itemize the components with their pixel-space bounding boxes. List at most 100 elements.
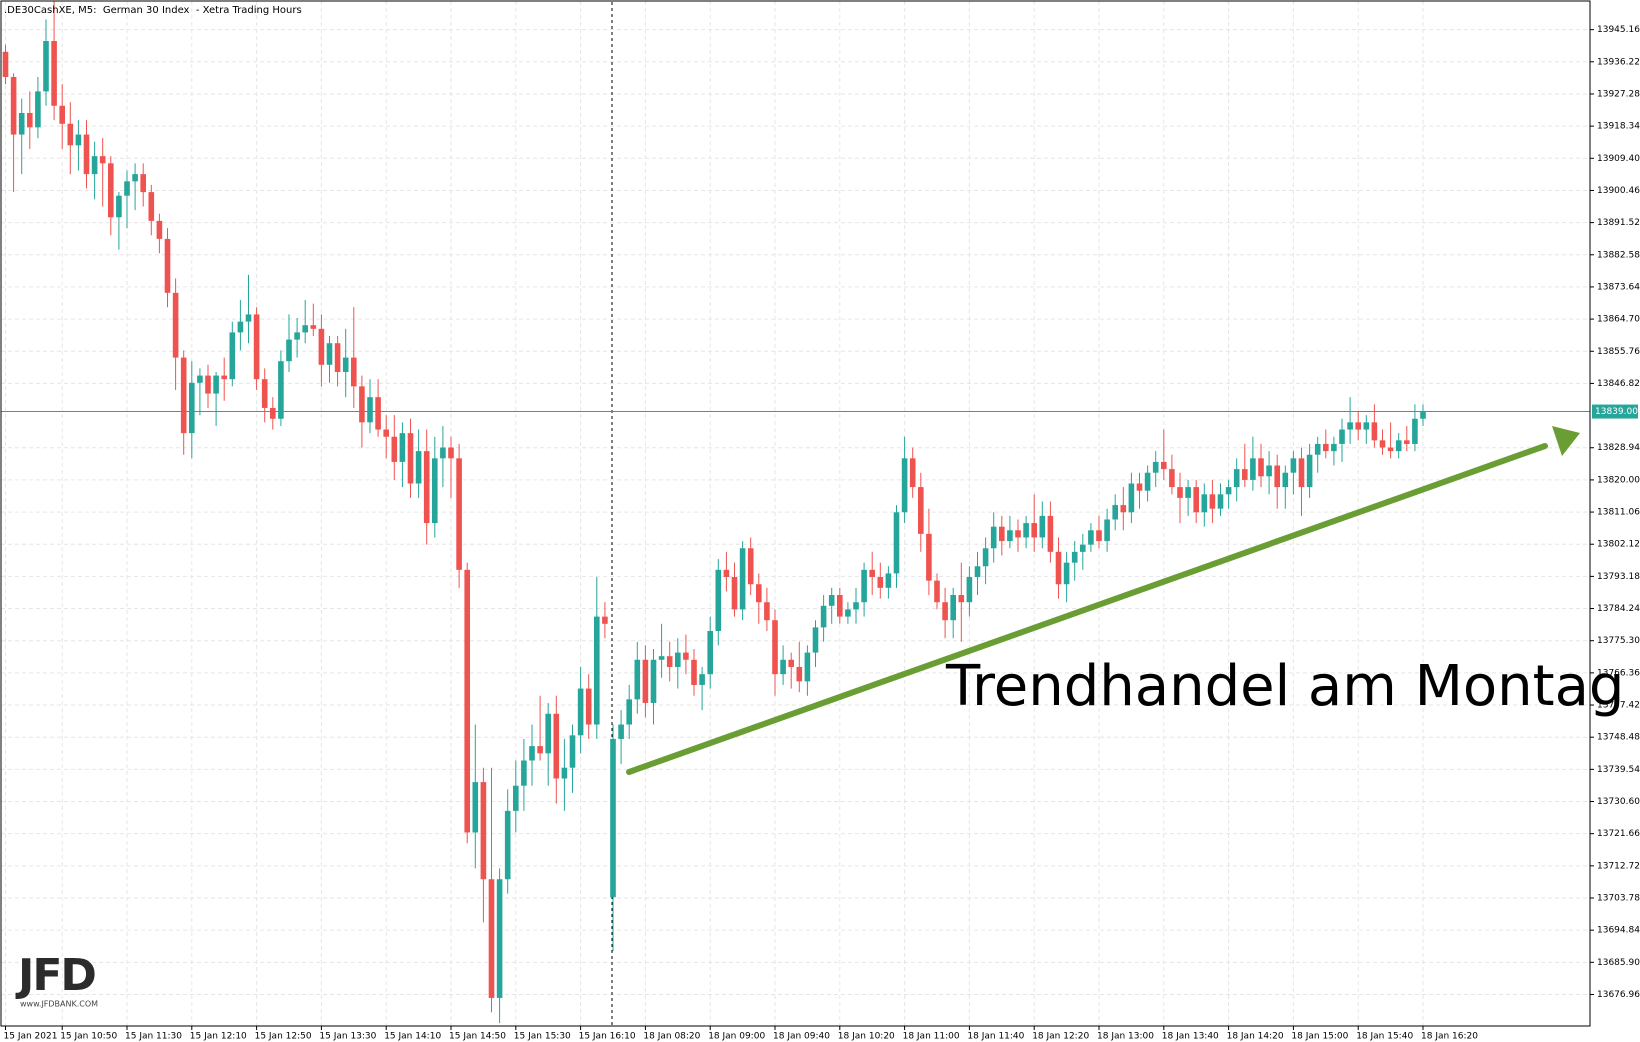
candle-body — [1233, 469, 1240, 488]
y-tick-label: 13846.82 — [1597, 379, 1640, 389]
candle-body — [1290, 458, 1297, 473]
plot-frame — [0, 0, 1591, 1027]
y-tick-label: 13945.16 — [1597, 25, 1640, 35]
y-tick-label: 13864.70 — [1597, 315, 1640, 325]
candle-body — [537, 746, 543, 754]
candle-body — [302, 325, 308, 333]
candle-body — [253, 314, 260, 380]
candle-body — [1298, 458, 1305, 488]
candle-body — [221, 375, 227, 380]
candle-body — [140, 174, 146, 193]
candle-body — [707, 630, 713, 675]
candle-body — [918, 487, 924, 534]
candle-body — [1242, 469, 1248, 480]
candle-body — [853, 602, 859, 610]
candle-body — [1080, 544, 1086, 552]
candle-body — [699, 674, 705, 685]
candle-body — [10, 76, 17, 135]
candle-body — [691, 659, 697, 685]
candle-body — [383, 429, 389, 437]
candle-body — [602, 616, 608, 624]
candle-body — [634, 659, 641, 700]
y-tick-label: 13891.52 — [1597, 218, 1640, 228]
candle-body — [278, 361, 284, 419]
candle-body — [1323, 443, 1329, 452]
candle-body — [99, 156, 106, 164]
annotation: Trendhandel am Montag — [945, 654, 1624, 719]
candle-body — [342, 357, 349, 372]
y-tick-label: 13855.76 — [1597, 347, 1640, 357]
candle-body — [1007, 530, 1013, 542]
y-tick-label: 13766.36 — [1597, 668, 1640, 678]
candle-body — [67, 123, 74, 146]
candle-body — [618, 724, 624, 739]
candle-body — [561, 767, 568, 779]
candle-body — [326, 343, 333, 365]
candle-body — [189, 382, 195, 434]
candle-body — [1169, 469, 1175, 488]
candle-body — [666, 656, 673, 667]
candle-body — [1063, 562, 1070, 585]
y-tick-label: 13685.90 — [1597, 958, 1640, 968]
candle-body — [213, 375, 219, 394]
current-price-box — [1592, 404, 1638, 419]
x-tick-label: 15 Jan 14:10 — [384, 1032, 441, 1042]
candle-body — [1331, 443, 1337, 452]
candle-body — [432, 458, 438, 524]
x-tick-label: 18 Jan 15:40 — [1356, 1032, 1413, 1042]
candle-body — [156, 220, 163, 239]
candle-body — [407, 433, 414, 484]
candle-body — [1039, 515, 1046, 538]
candles — [1, 1, 1590, 1024]
candle-body — [1282, 472, 1289, 488]
candle-body — [180, 357, 187, 434]
candle-body — [1185, 487, 1191, 498]
candle-body — [1047, 515, 1054, 552]
candle-body — [594, 616, 600, 725]
candle-body — [1412, 418, 1418, 444]
candle-body — [2, 51, 9, 77]
x-tick-label: 18 Jan 09:00 — [708, 1032, 765, 1042]
candle-body — [496, 879, 503, 998]
y-tick-label: 13802.12 — [1597, 540, 1640, 550]
candle-body — [318, 328, 325, 365]
candle-body — [1201, 494, 1208, 513]
candle-body — [1225, 487, 1232, 495]
candle-body — [926, 533, 932, 581]
candle-body — [845, 609, 851, 617]
candle-body — [739, 548, 746, 610]
y-tick-label: 13828.94 — [1597, 443, 1640, 453]
candle-body — [553, 713, 560, 779]
candle-body — [91, 156, 98, 175]
candle-body — [294, 332, 300, 340]
candle-body — [27, 112, 33, 128]
candle-body — [83, 134, 90, 175]
candle-body — [1209, 494, 1216, 509]
candle-body — [132, 174, 138, 182]
candle-body — [164, 238, 171, 293]
candle-body — [1339, 429, 1345, 444]
x-tick-label: 15 Jan 14:50 — [449, 1032, 506, 1042]
candle-body — [108, 163, 114, 218]
x-tick-label: 18 Jan 10:20 — [838, 1032, 895, 1042]
candle-body — [877, 577, 884, 588]
candle-body — [804, 652, 811, 682]
candle-body — [545, 713, 551, 754]
logo-subtitle: www.JFDBANK.COM — [20, 1000, 98, 1009]
x-tick-label: 18 Jan 16:20 — [1421, 1032, 1478, 1042]
y-tick-label: 13739.54 — [1597, 765, 1640, 775]
x-tick-label: 18 Jan 15:00 — [1291, 1032, 1348, 1042]
candle-body — [261, 379, 268, 408]
candle-body — [1177, 487, 1183, 498]
y-tick-label: 13730.60 — [1597, 797, 1640, 807]
candle-body — [893, 512, 900, 574]
candle-body — [1347, 422, 1353, 430]
candle-body — [756, 584, 762, 603]
candle-body — [675, 652, 681, 667]
candle-body — [1031, 523, 1037, 538]
arrow-head — [1552, 426, 1580, 456]
y-tick-label: 13676.96 — [1597, 990, 1640, 1000]
y-tick-label: 13775.30 — [1597, 636, 1640, 646]
candle-body — [464, 569, 470, 833]
candle-body — [780, 659, 786, 675]
